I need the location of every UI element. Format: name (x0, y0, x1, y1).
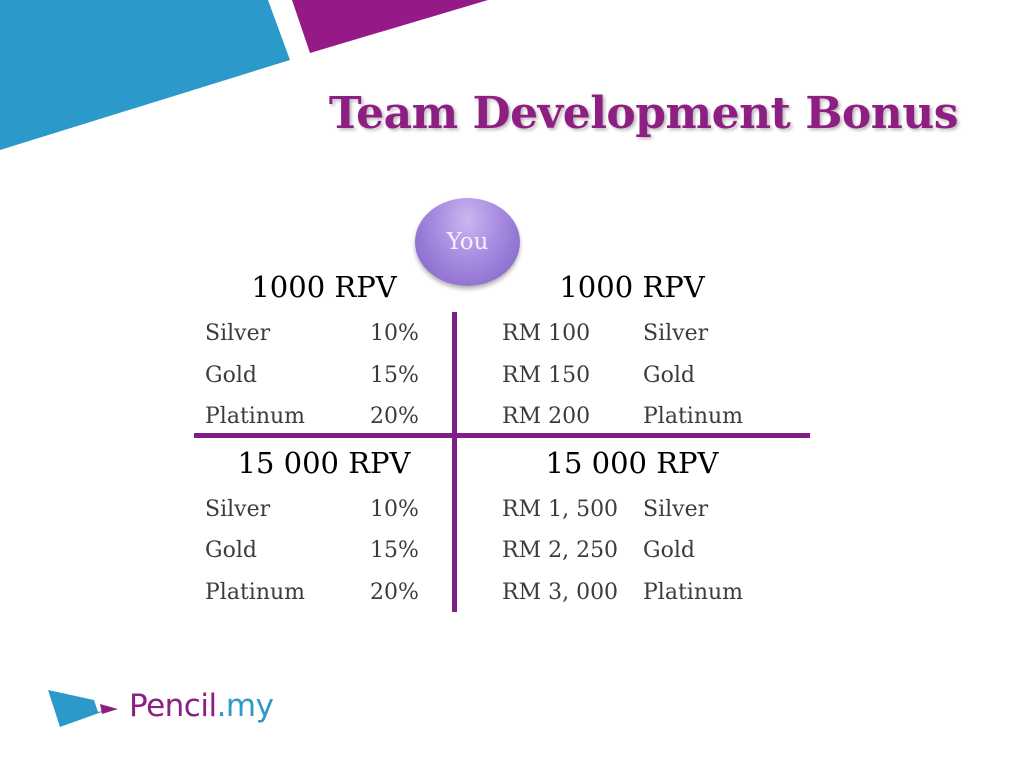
bottom-left-value-1: 10% (370, 497, 419, 522)
top-right-rank-1: Silver (643, 321, 709, 346)
bottom-right-rank-3: Platinum (643, 580, 744, 605)
top-left-value-2: 15% (370, 363, 419, 388)
top-left-rank-1: Silver (205, 321, 271, 346)
pencil-logo-icon (48, 690, 118, 727)
purple-corner-shape (292, 0, 488, 53)
top-right-value-2: RM 150 (502, 363, 591, 388)
bottom-right-value-2: RM 2, 250 (502, 538, 619, 563)
horizontal-divider (194, 433, 810, 438)
bottom-left-rank-3: Platinum (205, 580, 306, 605)
top-left-value-3: 20% (370, 404, 419, 429)
brand-suffix-text: .my (216, 688, 274, 724)
corner-decoration (0, 0, 488, 150)
bottom-right-rank-2: Gold (643, 538, 695, 563)
bottom-right-heading: 15 000 RPV (545, 446, 719, 480)
top-left-rank-2: Gold (205, 363, 257, 388)
bottom-left-rank-2: Gold (205, 538, 257, 563)
blue-corner-shape (0, 0, 290, 150)
top-left-heading: 1000 RPV (251, 270, 397, 304)
bottom-left-heading: 15 000 RPV (237, 446, 411, 480)
top-right-value-3: RM 200 (502, 404, 591, 429)
bottom-left-rank-1: Silver (205, 497, 271, 522)
top-right-rank-2: Gold (643, 363, 695, 388)
brand-wordmark: Pencil.my (129, 688, 274, 724)
you-node: You (415, 198, 520, 286)
brand-main-text: Pencil (129, 688, 217, 724)
bottom-right-value-3: RM 3, 000 (502, 580, 619, 605)
bottom-left-value-2: 15% (370, 538, 419, 563)
top-left-value-1: 10% (370, 321, 419, 346)
top-right-rank-3: Platinum (643, 404, 744, 429)
bottom-right-rank-1: Silver (643, 497, 709, 522)
top-right-heading: 1000 RPV (559, 270, 705, 304)
vertical-divider (452, 312, 457, 612)
bottom-left-value-3: 20% (370, 580, 419, 605)
bottom-right-value-1: RM 1, 500 (502, 497, 619, 522)
top-right-value-1: RM 100 (502, 321, 591, 346)
you-label: You (446, 229, 489, 255)
slide-title: Team Development Bonus (328, 88, 959, 139)
top-left-rank-3: Platinum (205, 404, 306, 429)
